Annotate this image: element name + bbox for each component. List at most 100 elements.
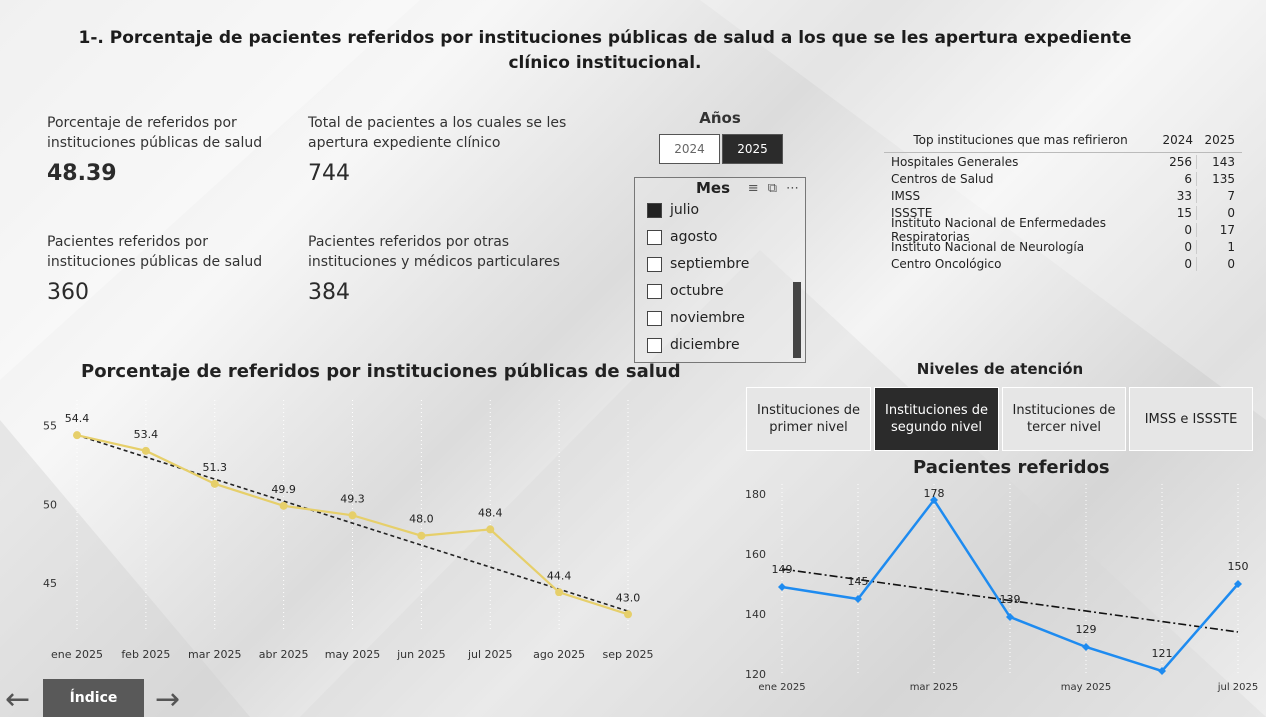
data-point — [1158, 667, 1166, 675]
indice-button[interactable]: Índice — [43, 679, 144, 717]
kpi-referidos-publicas: Pacientes referidos por instituciones pú… — [47, 232, 297, 305]
value-2024: 256 — [1157, 154, 1197, 169]
institution-name: Centro Oncológico — [891, 256, 1002, 271]
data-point — [1006, 613, 1014, 621]
y-tick-label: 55 — [43, 420, 57, 433]
checkbox[interactable] — [647, 310, 662, 326]
month-label: octubre — [670, 283, 724, 299]
month-label: diciembre — [670, 337, 740, 353]
x-tick-label: sep 2025 — [603, 648, 654, 661]
value-2025: 0 — [1227, 205, 1235, 220]
table-row: Centro Oncológico 0 0 — [884, 255, 1242, 272]
value-2025: 7 — [1227, 188, 1235, 203]
month-item-noviembre[interactable]: noviembre — [647, 310, 745, 326]
month-item-septiembre[interactable]: septiembre — [647, 256, 749, 272]
table-row: IMSS 33 7 — [884, 187, 1242, 204]
data-point — [1234, 580, 1242, 588]
data-point — [854, 595, 862, 603]
data-point — [73, 431, 81, 440]
kpi-label: Pacientes referidos por otras institucio… — [308, 234, 560, 270]
line-chart-porcentaje: 45 50 55 ene 2025 feb 2025 mar 2025 abr 2025 ma… — [43, 400, 654, 661]
data-point — [141, 446, 150, 455]
column-header-2024[interactable]: 2024 — [1162, 132, 1193, 147]
forward-arrow-icon[interactable]: → — [155, 682, 181, 717]
kpi-value: 360 — [47, 280, 89, 305]
x-tick-label: jul 2025 — [1217, 682, 1259, 693]
more-options-icon[interactable]: ⋯ — [786, 181, 799, 196]
y-tick-label: 45 — [43, 577, 57, 590]
checkbox[interactable] — [647, 229, 662, 245]
page-title: 1-. Porcentaje de pacientes referidos po… — [78, 28, 1132, 73]
value-2024: 0 — [1157, 256, 1197, 271]
value-2024: 0 — [1157, 239, 1197, 254]
value-2025: 0 — [1227, 256, 1235, 271]
column-header-2025[interactable]: 2025 — [1204, 132, 1235, 147]
x-tick-label: ene 2025 — [51, 648, 103, 661]
month-item-agosto[interactable]: agosto — [647, 229, 717, 245]
kpi-referidos-otros: Pacientes referidos por otras institucio… — [308, 232, 568, 305]
kpi-value: 384 — [308, 280, 350, 305]
level-button-primer-nivel[interactable]: Instituciones de primer nivel — [746, 387, 871, 451]
data-point — [624, 610, 632, 619]
month-item-octubre[interactable]: octubre — [647, 283, 724, 299]
institution-name: Hospitales Generales — [891, 154, 1019, 169]
data-label: 49.3 — [340, 492, 365, 505]
chart-title-porcentaje: Porcentaje de referidos por institucione… — [81, 361, 681, 382]
y-tick-label: 50 — [43, 498, 57, 511]
kpi-total-expedientes: Total de pacientes a los cuales se les a… — [308, 113, 568, 186]
checkbox-checked[interactable] — [647, 202, 662, 218]
kpi-label: Total de pacientes a los cuales se les a… — [308, 115, 567, 151]
data-point — [210, 479, 219, 488]
x-tick-label: may 2025 — [325, 648, 380, 661]
institution-name: Centros de Salud — [891, 171, 994, 186]
data-label: 149 — [772, 563, 793, 576]
value-2024: 0 — [1157, 222, 1197, 237]
checkbox[interactable] — [647, 283, 662, 299]
data-label: 121 — [1152, 647, 1173, 660]
month-item-diciembre[interactable]: diciembre — [647, 337, 740, 353]
data-label: 129 — [1076, 623, 1097, 636]
level-button-imss-issste[interactable]: IMSS e ISSSTE — [1129, 387, 1253, 451]
x-tick-label: feb 2025 — [121, 648, 170, 661]
x-tick-label: jul 2025 — [467, 648, 513, 661]
kpi-value: 744 — [308, 161, 350, 186]
data-label: 145 — [848, 575, 869, 588]
y-tick-label: 140 — [745, 608, 766, 621]
table-row: Instituto Nacional de Enfermedades Respi… — [884, 216, 1242, 244]
column-header-institution[interactable]: Top instituciones que mas refirieron — [913, 132, 1128, 147]
table-body: Hospitales Generales 256 143 Centros de Sal… — [884, 153, 1242, 272]
month-label: septiembre — [670, 256, 750, 272]
focus-mode-icon[interactable]: ⧉ — [767, 181, 777, 196]
filter-icon[interactable]: ≡ — [747, 181, 759, 196]
data-label: 178 — [924, 487, 945, 500]
chart-title-pacientes: Pacientes referidos — [913, 457, 1110, 478]
table-row: Centros de Salud 6 135 — [884, 170, 1242, 187]
data-label: 54.4 — [65, 412, 90, 425]
month-slicer: Mes ≡ ⧉ ⋯ julio agosto septiembre octubr… — [634, 177, 806, 363]
value-2025: 143 — [1212, 154, 1235, 169]
y-tick-label: 160 — [745, 548, 766, 561]
line-chart-pacientes: 120 140 160 180 ene 2025 mar 2025 may 2025 jul … — [745, 484, 1259, 693]
x-tick-label: ago 2025 — [533, 648, 585, 661]
data-point — [930, 496, 938, 504]
month-slicer-scrollbar[interactable] — [793, 282, 801, 358]
data-label: 53.4 — [134, 428, 159, 441]
years-slicer-title: Años — [699, 109, 741, 127]
month-label: julio — [670, 202, 700, 218]
checkbox[interactable] — [647, 256, 662, 272]
year-button-2025[interactable]: 2025 — [722, 134, 783, 164]
level-button-tercer-nivel[interactable]: Instituciones de tercer nivel — [1002, 387, 1126, 451]
table-header: Top instituciones que mas refirieron 202… — [884, 127, 1242, 153]
back-arrow-icon[interactable]: ← — [5, 682, 31, 717]
month-item-julio[interactable]: julio — [647, 202, 699, 218]
data-label: 139 — [1000, 593, 1021, 606]
checkbox[interactable] — [647, 337, 662, 353]
year-button-2024[interactable]: 2024 — [659, 134, 720, 164]
x-tick-label: mar 2025 — [188, 648, 241, 661]
value-2024: 15 — [1157, 205, 1197, 220]
table-row: ISSSTE 15 0 — [884, 204, 1242, 221]
level-button-segundo-nivel[interactable]: Instituciones de segundo nivel — [874, 387, 999, 451]
data-point — [348, 511, 357, 520]
data-label: 44.4 — [547, 569, 572, 582]
data-point — [1082, 643, 1090, 651]
